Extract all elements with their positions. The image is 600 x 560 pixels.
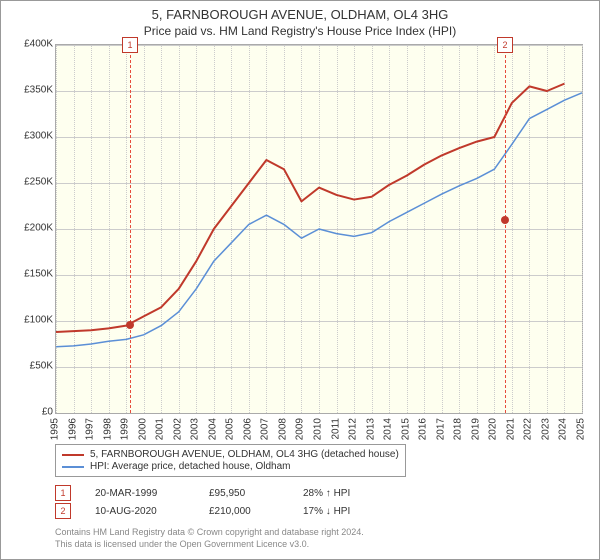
legend-row-property: 5, FARNBOROUGH AVENUE, OLDHAM, OL4 3HG (… — [62, 449, 399, 460]
sale-point — [501, 216, 509, 224]
x-tick: 2011 — [330, 418, 341, 440]
sale-row-price: £95,950 — [209, 488, 279, 499]
y-tick: £150K — [24, 269, 53, 280]
y-tick: £50K — [30, 361, 53, 372]
x-tick: 2010 — [313, 418, 324, 440]
page-title: 5, FARNBOROUGH AVENUE, OLDHAM, OL4 3HG — [11, 7, 589, 22]
sale-marker-line — [130, 45, 131, 413]
x-tick: 2017 — [435, 418, 446, 440]
x-tick: 2019 — [470, 418, 481, 440]
x-tick: 2001 — [155, 418, 166, 440]
x-tick: 2002 — [172, 418, 183, 440]
x-tick: 2014 — [383, 418, 394, 440]
x-tick: 1995 — [50, 418, 61, 440]
sale-marker-box: 1 — [122, 37, 138, 53]
legend-label-property: 5, FARNBOROUGH AVENUE, OLDHAM, OL4 3HG (… — [90, 449, 399, 460]
sale-row: 2 10-AUG-2020 £210,000 17% ↓ HPI — [55, 503, 589, 519]
chart-lines — [56, 45, 582, 413]
sale-marker-box: 2 — [497, 37, 513, 53]
sales-table: 1 20-MAR-1999 £95,950 28% ↑ HPI 2 10-AUG-2020… — [55, 485, 589, 519]
y-tick: £350K — [24, 85, 53, 96]
sale-row-marker: 2 — [55, 503, 71, 519]
legend-label-hpi: HPI: Average price, detached house, Oldh… — [90, 461, 291, 472]
x-tick: 1996 — [67, 418, 78, 440]
x-tick: 2018 — [453, 418, 464, 440]
sale-row-delta: 28% ↑ HPI — [303, 488, 350, 499]
x-tick: 2016 — [418, 418, 429, 440]
footer-line-2: This data is licensed under the Open Gov… — [55, 539, 589, 551]
x-tick: 2004 — [207, 418, 218, 440]
legend-row-hpi: HPI: Average price, detached house, Oldh… — [62, 461, 399, 472]
x-tick: 2012 — [348, 418, 359, 440]
x-tick: 1999 — [120, 418, 131, 440]
y-tick: £300K — [24, 131, 53, 142]
x-tick: 2020 — [488, 418, 499, 440]
x-tick: 2008 — [277, 418, 288, 440]
x-tick: 2005 — [225, 418, 236, 440]
y-tick: £200K — [24, 223, 53, 234]
x-tick: 2025 — [576, 418, 587, 440]
x-tick: 1997 — [85, 418, 96, 440]
footer-line-1: Contains HM Land Registry data © Crown c… — [55, 527, 589, 539]
y-tick: £250K — [24, 177, 53, 188]
legend: 5, FARNBOROUGH AVENUE, OLDHAM, OL4 3HG (… — [55, 444, 406, 477]
x-tick: 2013 — [365, 418, 376, 440]
sale-row-date: 10-AUG-2020 — [95, 506, 185, 517]
x-tick: 2003 — [190, 418, 201, 440]
chart: £0£50K£100K£150K£200K£250K£300K£350K£400… — [11, 44, 589, 436]
footer: Contains HM Land Registry data © Crown c… — [55, 527, 589, 550]
y-tick: £0 — [42, 407, 53, 418]
x-tick: 2023 — [540, 418, 551, 440]
sale-row-delta: 17% ↓ HPI — [303, 506, 350, 517]
x-tick: 2006 — [242, 418, 253, 440]
sale-marker-line — [505, 45, 506, 413]
y-axis: £0£50K£100K£150K£200K£250K£300K£350K£400… — [11, 44, 55, 436]
y-tick: £400K — [24, 39, 53, 50]
sale-point — [126, 321, 134, 329]
x-axis: 1995199619971998199920002001200220032004… — [55, 414, 583, 436]
x-tick: 2009 — [295, 418, 306, 440]
x-tick: 2007 — [260, 418, 271, 440]
sale-row-price: £210,000 — [209, 506, 279, 517]
x-tick: 2022 — [523, 418, 534, 440]
legend-swatch-property — [62, 454, 84, 456]
y-tick: £100K — [24, 315, 53, 326]
sale-row: 1 20-MAR-1999 £95,950 28% ↑ HPI — [55, 485, 589, 501]
x-tick: 1998 — [102, 418, 113, 440]
page-subtitle: Price paid vs. HM Land Registry's House … — [11, 24, 589, 38]
x-tick: 2000 — [137, 418, 148, 440]
sale-row-date: 20-MAR-1999 — [95, 488, 185, 499]
x-tick: 2015 — [400, 418, 411, 440]
x-tick: 2021 — [505, 418, 516, 440]
sale-row-marker: 1 — [55, 485, 71, 501]
legend-swatch-hpi — [62, 466, 84, 468]
plot-area: 12 — [55, 44, 583, 414]
x-tick: 2024 — [558, 418, 569, 440]
